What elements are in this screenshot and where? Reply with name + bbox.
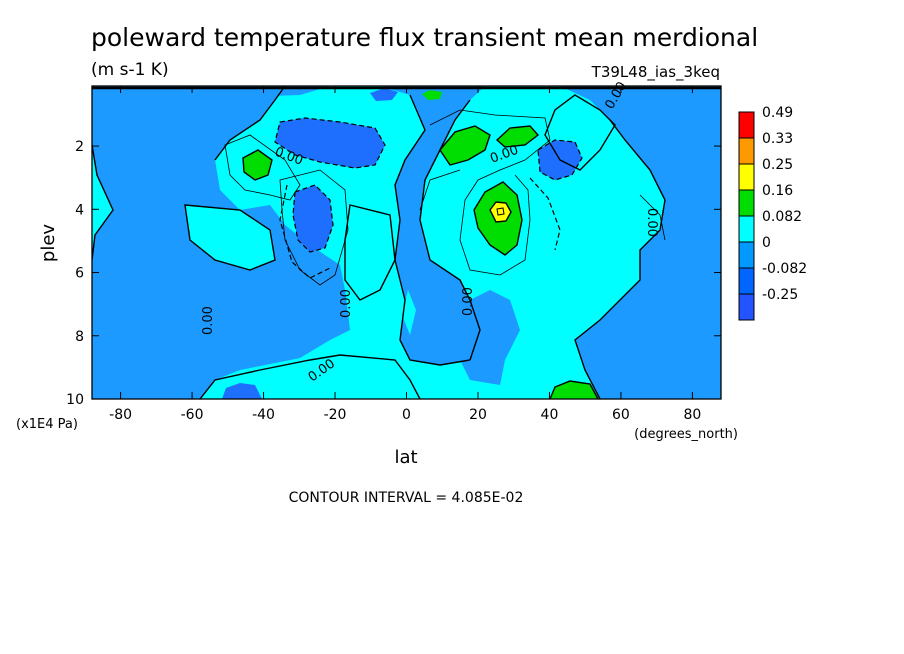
x-tick-label: 80 (683, 407, 701, 423)
positive-top-small (422, 90, 442, 100)
run-label: T39L48_ias_3keq (591, 63, 720, 82)
colorbar-swatch (738, 189, 755, 217)
colorbar-swatch (738, 293, 755, 321)
colorbar-swatch (738, 111, 755, 139)
chart-units: (m s-1 K) (91, 60, 169, 80)
plot-area (92, 86, 721, 399)
x-axis-units: (degrees_north) (634, 427, 738, 442)
colorbar-swatch (738, 163, 755, 191)
contour-lines-dashed (274, 117, 583, 279)
colorbar-label: 0 (762, 235, 771, 251)
contour-lines-positive (242, 125, 599, 399)
colorbar-label: -0.25 (762, 287, 798, 303)
y-tick-label: 6 (75, 266, 84, 282)
strong-negative-top (370, 88, 398, 101)
negative-region-center (285, 86, 485, 365)
x-tick-label: 60 (612, 407, 630, 423)
contour-interval-text: CONTOUR INTERVAL = 4.085E-02 (289, 490, 524, 506)
chart-title: poleward temperature flux transient mean… (91, 23, 758, 52)
strong-negative-sh-surface (222, 383, 262, 399)
colorbar-label: 0.082 (762, 209, 802, 225)
colorbar-swatch (738, 137, 755, 165)
x-tick-label: -20 (324, 407, 347, 423)
y-tick-label: 8 (75, 329, 84, 345)
positive-pocket-center-mid (345, 205, 395, 300)
positive-nh-mid-peak (490, 202, 511, 222)
y-tick-label: 2 (75, 139, 84, 155)
positive-sh-upper (243, 150, 272, 180)
positive-nh-mid-peak-core (496, 207, 505, 216)
strong-negative-upper-sh (275, 118, 385, 168)
x-axis: -80 -60 -40 -20 0 20 40 60 80 (109, 86, 701, 423)
colorbar-label: 0.49 (762, 105, 793, 121)
x-tick-label: 20 (469, 407, 487, 423)
y-tick-label: 4 (75, 202, 84, 218)
colorbar: 0.49 0.33 0.25 0.16 0.082 0 -0.082 -0.25 (738, 105, 807, 321)
contour-labels: 0.00 0.00 0.00 0.00 0.00 0.00 0.00 0.00 (201, 79, 659, 385)
colorbar-label: 0.25 (762, 157, 793, 173)
negative-region-north (560, 86, 721, 399)
colorbar-swatch (738, 267, 755, 295)
colorbar-label: -0.082 (762, 261, 807, 277)
y-tick-label: 10 (66, 392, 84, 408)
x-tick-label: 40 (541, 407, 559, 423)
strong-negative-sh-mid (293, 185, 333, 252)
y-axis-label: plev (38, 224, 59, 263)
x-tick-label: -40 (252, 407, 275, 423)
x-tick-label: -80 (109, 407, 132, 423)
x-tick-label: 0 (402, 407, 411, 423)
contour-label: 0.00 (201, 306, 216, 335)
contour-label: 0.00 (461, 287, 476, 316)
positive-nh-surface (550, 381, 598, 399)
contour-lines-thin (224, 109, 666, 286)
x-axis-label: lat (394, 447, 417, 468)
y-axis-units: (x1E4 Pa) (16, 417, 78, 432)
contour-label: 0.00 (644, 208, 659, 237)
x-tick-label: -60 (181, 407, 204, 423)
colorbar-label: 0.16 (762, 183, 793, 199)
contour-label: 0.00 (339, 289, 354, 318)
colorbar-label: 0.33 (762, 131, 793, 147)
y-axis: 2 4 6 8 10 (66, 139, 721, 408)
colorbar-swatch (738, 241, 755, 269)
colorbar-swatch (738, 215, 755, 243)
